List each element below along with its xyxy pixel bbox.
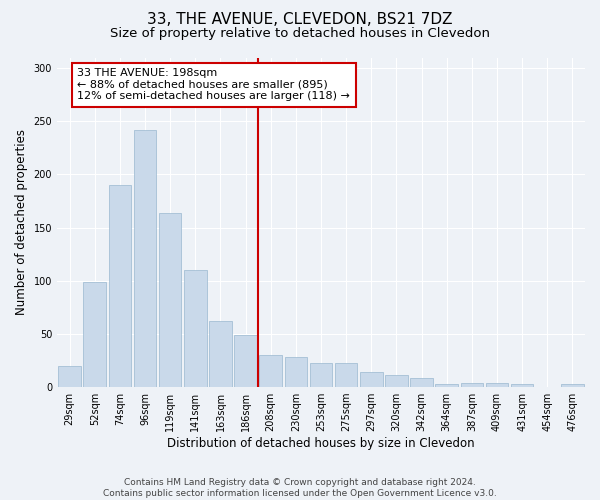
Bar (83, 282, 106, 387)
Bar (209, 321, 232, 387)
Text: Contains HM Land Registry data © Crown copyright and database right 2024.
Contai: Contains HM Land Registry data © Crown c… (103, 478, 497, 498)
Text: Size of property relative to detached houses in Clevedon: Size of property relative to detached ho… (110, 28, 490, 40)
Bar (259, 355, 282, 387)
Bar (284, 358, 307, 387)
Bar (561, 384, 584, 387)
Bar (184, 270, 206, 387)
Bar (485, 383, 508, 387)
Bar (360, 372, 383, 387)
Text: 33, THE AVENUE, CLEVEDON, BS21 7DZ: 33, THE AVENUE, CLEVEDON, BS21 7DZ (147, 12, 453, 28)
Bar (109, 185, 131, 387)
Bar (134, 130, 157, 387)
Bar (58, 366, 81, 387)
Bar (385, 376, 408, 387)
Bar (335, 362, 358, 387)
Bar (410, 378, 433, 387)
Y-axis label: Number of detached properties: Number of detached properties (15, 130, 28, 316)
Bar (436, 384, 458, 387)
Bar (310, 362, 332, 387)
X-axis label: Distribution of detached houses by size in Clevedon: Distribution of detached houses by size … (167, 437, 475, 450)
Text: 33 THE AVENUE: 198sqm
← 88% of detached houses are smaller (895)
12% of semi-det: 33 THE AVENUE: 198sqm ← 88% of detached … (77, 68, 350, 102)
Bar (461, 383, 483, 387)
Bar (234, 335, 257, 387)
Bar (511, 384, 533, 387)
Bar (159, 212, 181, 387)
